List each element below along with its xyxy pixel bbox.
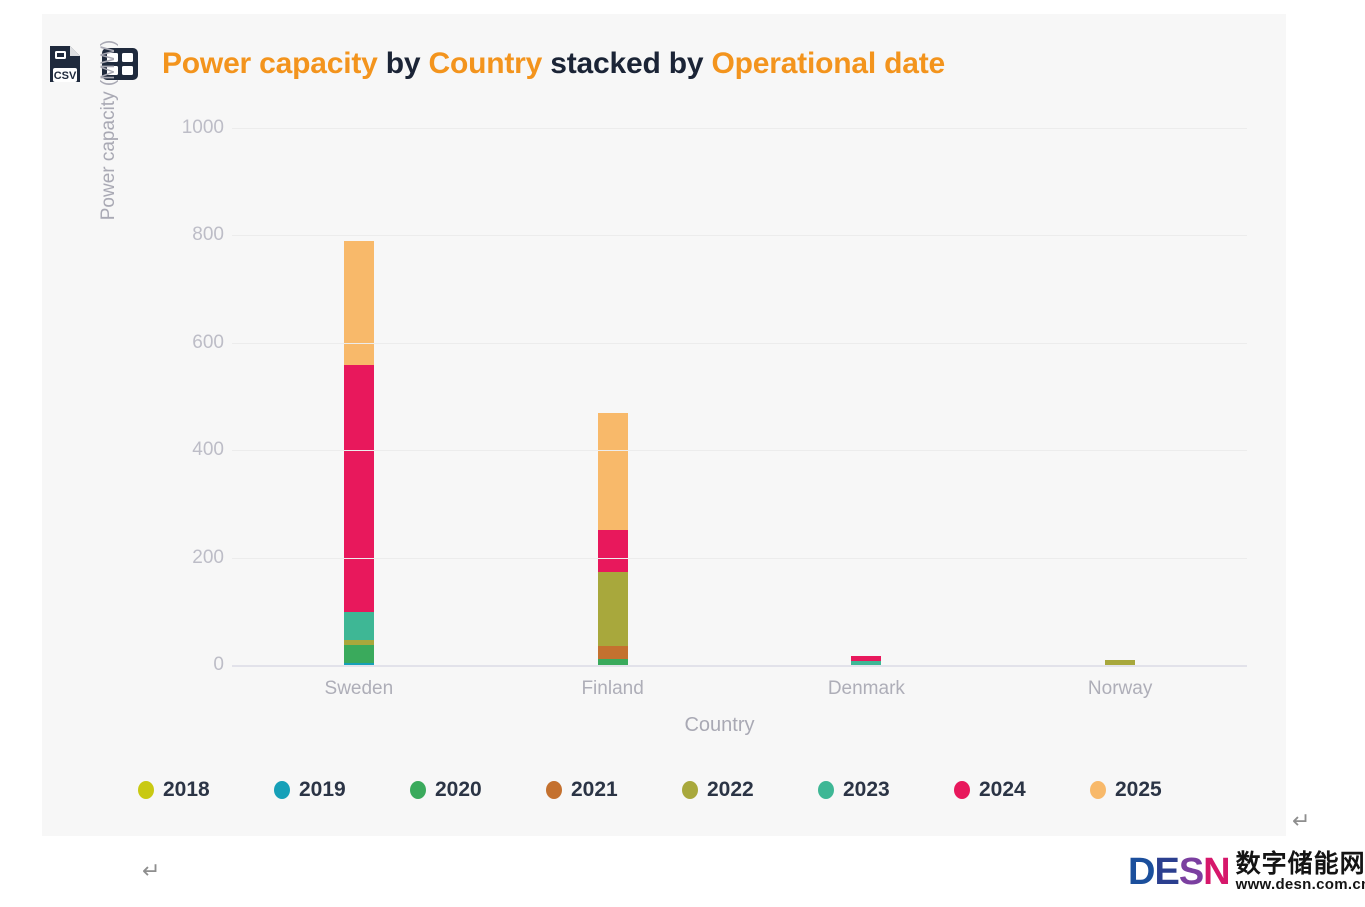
legend-item-2025[interactable]: 2025: [1090, 778, 1226, 802]
gridline: [232, 128, 1247, 129]
bar-segment[interactable]: [851, 655, 882, 661]
bar-segment[interactable]: [1105, 659, 1136, 665]
legend-label: 2018: [163, 778, 210, 801]
bar-segment[interactable]: [597, 658, 628, 665]
y-axis-tick: 400: [192, 439, 224, 461]
gridline: [232, 450, 1247, 452]
legend-item-2024[interactable]: 2024: [954, 778, 1090, 802]
bar-segment[interactable]: [343, 640, 374, 645]
bar-series-container: Sweden Finland Denmark Norway: [232, 100, 1247, 700]
legend-swatch-icon: [546, 781, 562, 799]
gridline: [232, 235, 1247, 237]
legend-swatch-icon: [138, 781, 154, 799]
legend-label: 2020: [435, 778, 482, 801]
grid-area: Sweden Finland Denmark Norway 0 200 400 600 800…: [182, 100, 1247, 700]
plot-area: Power capacity (MW) Sweden Finland Denmark…: [42, 40, 1286, 760]
legend-label: 2019: [299, 778, 346, 801]
y-axis-label: Power capacity (MW): [98, 39, 119, 221]
x-axis-label: Country: [684, 714, 755, 736]
legend-item-2021[interactable]: 2021: [546, 778, 682, 802]
csv-download-icon[interactable]: CSV: [48, 44, 82, 84]
legend-swatch-icon: [1090, 781, 1106, 799]
legend-label: 2025: [1115, 778, 1162, 801]
title-part-1: Power capacity: [162, 47, 378, 80]
bar-group: [232, 125, 486, 665]
watermark-letter-d: D: [1128, 851, 1155, 893]
watermark-url: www.desn.com.cn: [1235, 876, 1365, 894]
chart-header: CSV Power capacity by Country stacked by…: [48, 36, 945, 92]
bar-segment[interactable]: [343, 240, 374, 366]
legend-label: 2023: [843, 778, 890, 801]
bar-segment[interactable]: [343, 662, 374, 665]
chart-legend: 2018 2019 2020 2021 2022 2023 2024 2025: [138, 778, 1228, 802]
legend-swatch-icon: [410, 781, 426, 799]
legend-item-2023[interactable]: 2023: [818, 778, 954, 802]
legend-item-2018[interactable]: 2018: [138, 778, 274, 802]
bar-segment[interactable]: [851, 660, 882, 665]
watermark-letter-e: E: [1154, 851, 1179, 893]
legend-swatch-icon: [954, 781, 970, 799]
gridline: [232, 557, 1247, 559]
bar-segment[interactable]: [343, 644, 374, 663]
table-view-icon-svg: [102, 48, 138, 80]
watermark-letter-s: S: [1178, 851, 1204, 893]
x-axis-line: [232, 665, 1247, 667]
legend-swatch-icon: [274, 781, 290, 799]
legend-label: 2022: [707, 778, 754, 801]
gridline: [232, 342, 1247, 344]
y-axis-tick: 0: [213, 654, 224, 675]
x-axis-tick-denmark: Denmark: [827, 678, 905, 699]
y-axis-tick: 800: [192, 224, 224, 246]
title-part-2: by: [377, 47, 421, 80]
bar-segment[interactable]: [597, 412, 628, 530]
legend-label: 2021: [571, 778, 618, 801]
y-axis-tick: 600: [192, 331, 224, 353]
table-view-icon[interactable]: [100, 44, 140, 84]
watermark-chinese: 数字储能网: [1235, 850, 1365, 878]
bar-segment[interactable]: [343, 612, 374, 641]
chart-panel: [42, 14, 1286, 836]
y-axis-tick: 1000: [181, 117, 224, 138]
legend-swatch-icon: [682, 781, 698, 799]
legend-item-2019[interactable]: 2019: [274, 778, 410, 802]
bar-segment[interactable]: [597, 571, 628, 646]
bar-group: [993, 125, 1247, 665]
watermark-text: 数字储能网 www.desn.com.cn: [1236, 851, 1365, 893]
legend-item-2022[interactable]: 2022: [682, 778, 818, 802]
x-axis-tick-sweden: Sweden: [324, 678, 394, 699]
bar-segment[interactable]: [597, 529, 628, 572]
csv-download-icon-svg: CSV: [50, 46, 80, 82]
bar-segment[interactable]: [343, 365, 374, 613]
bar-group: [486, 125, 740, 665]
bar-group: [740, 125, 994, 665]
paragraph-mark: ↵: [1292, 808, 1311, 833]
page-title: Power capacity by Country stacked by Ope…: [162, 47, 945, 81]
title-part-3: Country: [420, 47, 543, 80]
legend-label: 2024: [979, 778, 1026, 801]
title-part-5: Operational date: [703, 47, 945, 80]
legend-swatch-icon: [818, 781, 834, 799]
svg-text:CSV: CSV: [54, 70, 77, 82]
bar-segment[interactable]: [597, 645, 628, 659]
x-axis-tick-finland: Finland: [581, 678, 644, 699]
y-axis-tick: 200: [192, 546, 224, 568]
title-part-4: stacked by: [542, 47, 704, 80]
paragraph-mark: ↵: [142, 858, 161, 883]
watermark-brand: DESN: [1128, 851, 1231, 893]
watermark-letter-n: N: [1203, 851, 1230, 893]
x-axis-tick-norway: Norway: [1087, 678, 1153, 699]
watermark: DESN 数字储能网 www.desn.com.cn: [1128, 846, 1365, 898]
legend-item-2020[interactable]: 2020: [410, 778, 546, 802]
